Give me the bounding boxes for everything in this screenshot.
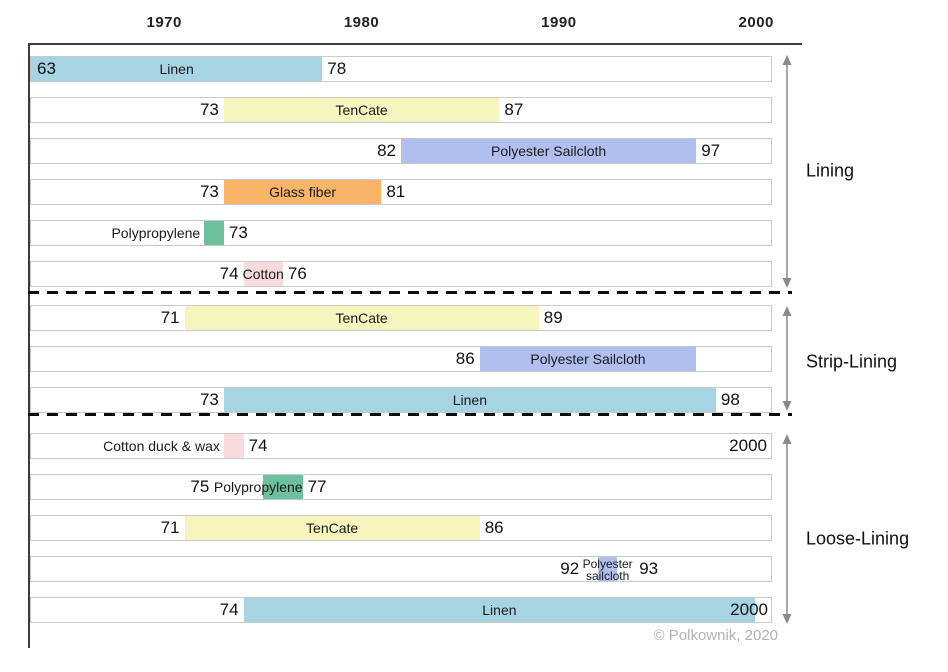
timeline-bar [597, 557, 618, 581]
bar-end-year: 77 [307, 477, 327, 496]
double-arrow-icon [782, 306, 792, 411]
timeline-bar [184, 516, 480, 540]
timeline-bar [223, 180, 382, 204]
bar-start-year: 92 [560, 559, 580, 578]
section-label: Loose-Lining [806, 528, 910, 549]
x-axis-line [28, 43, 802, 45]
material-label: TenCate [335, 102, 388, 118]
section-label: Strip-Lining [806, 351, 898, 372]
section-extent-arrow [779, 55, 795, 288]
material-label: Linen [159, 61, 194, 77]
timeline-row: TenCate 71 86 [30, 515, 772, 541]
timeline-bar [223, 98, 500, 122]
bar-start-year: 74 [219, 264, 239, 283]
x-axis-tick-label: 1970 [146, 14, 182, 31]
material-label: Polypropylene [213, 479, 303, 495]
timeline-row: Linen 74 2000 [30, 597, 772, 623]
section-extent-arrow [779, 306, 795, 411]
timeline-row: Linen 63 78 [30, 56, 772, 82]
bar-end-year: 98 [720, 390, 740, 409]
bar-end-year: 2000 [730, 600, 768, 619]
bar-end-year: 76 [287, 264, 307, 283]
x-axis-tick-label: 1980 [343, 14, 380, 31]
timeline-row: Linen 73 98 [30, 387, 772, 413]
section-label: Lining [806, 160, 855, 181]
x-axis-tick-label: 1990 [541, 14, 577, 31]
bar-start-year: 86 [455, 349, 475, 368]
material-label: Polyester sailcloth [582, 557, 633, 583]
timeline-row: Polyester Sailcloth 82 97 [30, 138, 772, 164]
timeline-bar [223, 388, 716, 412]
bar-start-year: 73 [199, 182, 219, 201]
material-label: TenCate [306, 520, 359, 536]
bar-start-year: 71 [160, 518, 180, 537]
bar-end-year: 89 [543, 308, 563, 327]
timeline-row: Cotton 74 76 [30, 261, 772, 287]
timeline-bar [184, 306, 539, 330]
material-label: Linen [452, 392, 488, 408]
timeline-row: TenCate 71 89 [30, 305, 772, 331]
timeline-row: Polyester Sailcloth 86 [30, 346, 772, 372]
bar-end-year: 78 [327, 59, 347, 78]
bar-start-year: 82 [377, 141, 396, 160]
double-arrow-icon [782, 55, 792, 288]
timeline-row: Polypropylene 73 [30, 220, 772, 246]
timeline-bar [223, 434, 244, 458]
bar-end-year: 87 [504, 100, 524, 119]
bar-start-year: 71 [160, 308, 180, 327]
material-label: Cotton [242, 266, 284, 282]
timeline-row: Polypropylene 75 77 [30, 474, 772, 500]
section-extent-arrow [779, 434, 795, 624]
x-axis-tick-label: 2000 [738, 14, 774, 31]
timeline-bar [243, 598, 756, 622]
material-label: TenCate [335, 310, 388, 326]
timeline-bar [31, 57, 323, 81]
bar-end-year: 93 [639, 559, 659, 578]
y-axis-line [28, 43, 30, 648]
timeline-row: Glass fiber 73 81 [30, 179, 772, 205]
timeline-bar [401, 139, 697, 163]
timeline-bar [204, 221, 224, 245]
timeline-row: Cotton duck & wax 74 2000 [30, 433, 772, 459]
material-label: Polypropylene [111, 225, 201, 241]
material-label: Cotton duck & wax [103, 438, 220, 454]
timeline-row: TenCate 73 87 [30, 97, 772, 123]
section-divider-dashed-line [28, 291, 792, 294]
bar-start-year: 63 [37, 59, 56, 78]
copyright: © Polkownik, 2020 [653, 627, 778, 644]
bar-start-year: 75 [190, 477, 210, 496]
double-arrow-icon [782, 434, 792, 624]
material-label: Polyester Sailcloth [530, 351, 646, 367]
bar-end-year: 74 [248, 436, 268, 455]
bar-end-year: 86 [484, 518, 504, 537]
bar-end-year: 97 [701, 141, 721, 160]
bar-end-year: 73 [228, 223, 248, 242]
material-label: Polyester Sailcloth [491, 143, 607, 159]
material-label: Linen [482, 602, 517, 618]
section-divider-dashed-line [28, 413, 792, 416]
row-right-year: 2000 [729, 436, 767, 455]
material-label: Glass fiber [269, 184, 337, 200]
timeline-bar [243, 262, 283, 286]
timeline-row: Polyester sailcloth 92 93 [30, 556, 772, 582]
timeline-bar [263, 475, 303, 499]
bar-end-year: 81 [386, 182, 406, 201]
timeline-bar [479, 347, 697, 371]
bar-start-year: 73 [199, 390, 219, 409]
bar-start-year: 73 [199, 100, 219, 119]
bar-start-year: 74 [219, 600, 239, 619]
